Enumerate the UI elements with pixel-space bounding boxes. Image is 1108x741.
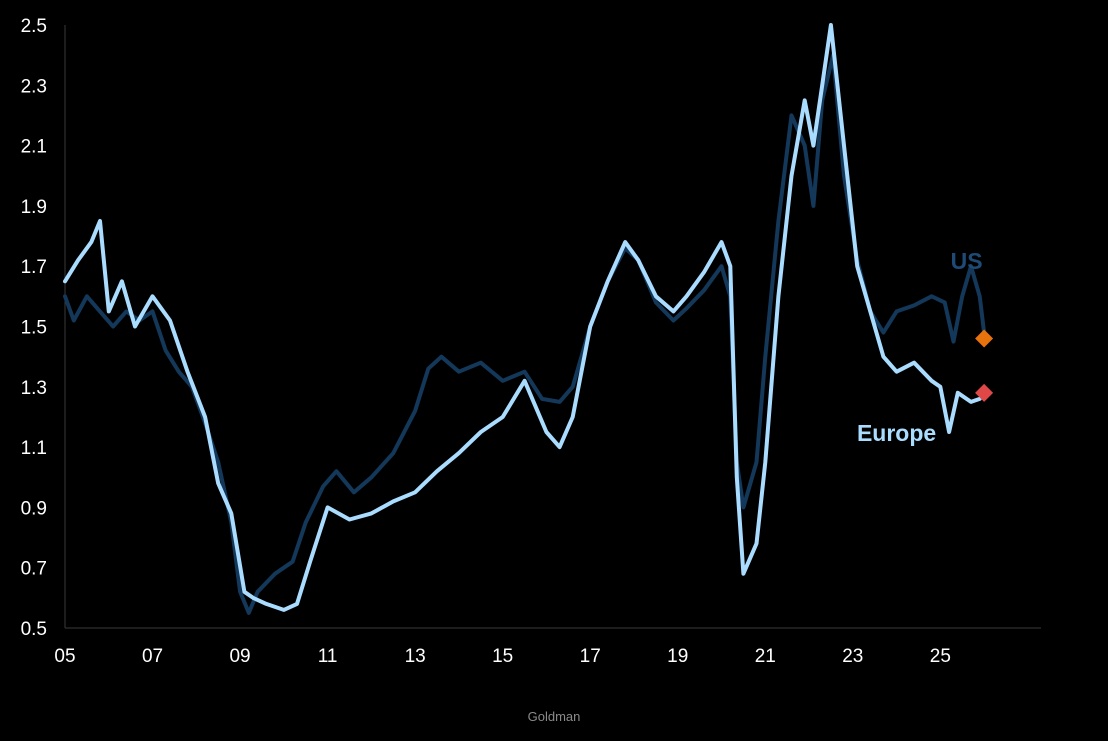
- y-tick-label: 1.9: [21, 197, 47, 218]
- y-tick-label: 0.7: [21, 559, 47, 580]
- x-tick-label: 05: [54, 646, 75, 667]
- x-tick-label: 19: [667, 646, 688, 667]
- y-tick-label: 2.5: [21, 16, 47, 37]
- x-tick-label: 21: [755, 646, 776, 667]
- end-marker-us: [975, 329, 994, 348]
- y-tick-label: 0.9: [21, 498, 47, 519]
- x-tick-label: 13: [405, 646, 426, 667]
- y-tick-label: 0.5: [21, 619, 47, 640]
- series-label-us: US: [951, 248, 983, 274]
- x-tick-label: 25: [930, 646, 951, 667]
- chart-axes: [64, 25, 1041, 629]
- end-markers: [975, 329, 994, 402]
- series-layer: [63, 23, 987, 615]
- x-tick-label: 15: [492, 646, 513, 667]
- y-tick-label: 2.3: [21, 76, 47, 97]
- series-line-us: [63, 53, 987, 615]
- series-line-europe: [63, 23, 982, 612]
- x-tick-labels: 05 07 09 11 13 15 17 19 21 23 25: [54, 646, 950, 667]
- y-tick-label: 1.5: [21, 318, 47, 339]
- source-label: Goldman: [527, 709, 581, 724]
- x-tick-label: 07: [142, 646, 163, 667]
- y-tick-labels: 0.5 0.7 0.9 1.1 1.3 1.5 1.7 1.9 2.1 2.3 2.5: [21, 16, 47, 640]
- y-tick-label: 1.1: [21, 438, 47, 459]
- x-tick-label: 17: [580, 646, 601, 667]
- x-tick-label: 11: [318, 646, 338, 667]
- x-tick-label: 23: [842, 646, 863, 667]
- series-labels: US Europe: [857, 248, 983, 446]
- end-marker-europe: [975, 383, 994, 402]
- series-label-europe: Europe: [857, 420, 936, 446]
- y-tick-label: 2.1: [21, 137, 47, 158]
- y-tick-label: 1.7: [21, 257, 47, 278]
- y-tick-label: 1.3: [21, 378, 47, 399]
- x-tick-label: 09: [229, 646, 250, 667]
